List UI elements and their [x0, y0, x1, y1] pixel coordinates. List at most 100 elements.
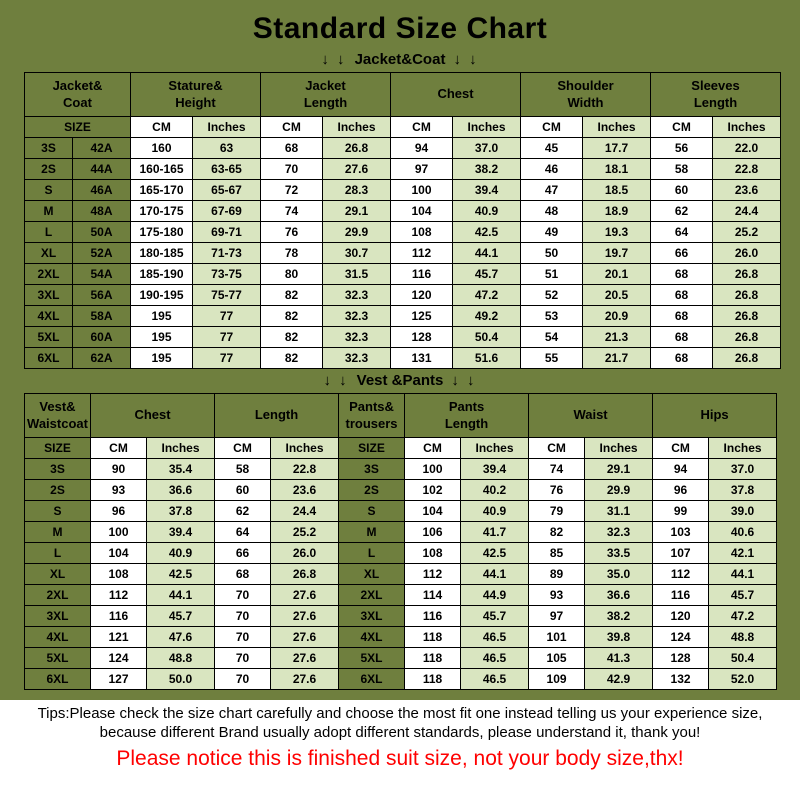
- value-cell: 40.9: [452, 200, 522, 222]
- value-cell: 103: [652, 521, 710, 543]
- value-cell: 68: [260, 137, 323, 159]
- column-sub-header-row: SIZE CM Inches CM Inches SIZE CM Inches CM Inches…: [24, 437, 778, 459]
- table-row: 3S 42A 160 63 68 26.8 94 37.0 45 17.7 56 22.0: [24, 137, 782, 159]
- size-cell: M: [24, 521, 91, 543]
- value-cell: 94: [652, 458, 710, 480]
- value-cell: 118: [404, 647, 462, 669]
- column-sub-header: Inches: [708, 437, 778, 459]
- chart-area: Standard Size Chart ↓ ↓ Jacket&Coat ↓ ↓ Ja…: [0, 0, 800, 700]
- value-cell: 90: [90, 458, 147, 480]
- column-group-header: Chest: [90, 393, 215, 438]
- value-cell: 64: [214, 521, 271, 543]
- value-cell: 85: [528, 542, 586, 564]
- value-cell: 180-185: [130, 242, 193, 264]
- value-cell: 82: [260, 284, 323, 306]
- value-cell: 50.4: [708, 647, 778, 669]
- value-cell: 30.7: [321, 242, 392, 264]
- value-cell: 124: [90, 647, 147, 669]
- value-cell: 121: [90, 626, 147, 648]
- size-cell: 2S: [338, 479, 406, 501]
- value-cell: 118: [404, 626, 462, 648]
- size-cell: 2S: [24, 479, 91, 501]
- value-cell: 42.5: [460, 542, 530, 564]
- value-cell: 68: [650, 284, 714, 306]
- size-cell: M: [24, 200, 73, 222]
- value-cell: 195: [130, 326, 193, 348]
- value-cell: 58: [214, 458, 271, 480]
- value-cell: 29.9: [321, 221, 392, 243]
- value-cell: 96: [90, 500, 147, 522]
- table-row: M 100 39.4 64 25.2 M 106 41.7 82 32.3 103 40.6: [24, 521, 778, 543]
- value-cell: 27.6: [321, 158, 392, 180]
- value-cell: 128: [652, 647, 710, 669]
- value-cell: 120: [652, 605, 710, 627]
- value-cell: 80: [260, 263, 323, 285]
- value-cell: 125: [390, 305, 454, 327]
- size-cell: 3S: [24, 458, 91, 480]
- value-cell: 35.4: [146, 458, 215, 480]
- value-cell: 65-67: [192, 179, 261, 201]
- size-cell: L: [24, 221, 73, 243]
- value-cell: 29.1: [321, 200, 392, 222]
- value-cell: 18.9: [582, 200, 652, 222]
- column-sub-header-row: SIZE CM Inches CM Inches CM Inches CM Inches CM In…: [24, 116, 782, 138]
- size-cell: 62A: [72, 347, 131, 369]
- value-cell: 22.8: [712, 158, 782, 180]
- value-cell: 42.1: [708, 542, 778, 564]
- value-cell: 190-195: [130, 284, 193, 306]
- value-cell: 77: [192, 326, 261, 348]
- value-cell: 62: [214, 500, 271, 522]
- notice-text: Please notice this is finished suit size…: [116, 746, 684, 770]
- size-cell: 3XL: [24, 284, 73, 306]
- table-row: 3XL 116 45.7 70 27.6 3XL 116 45.7 97 38.2 120 47.2: [24, 605, 778, 627]
- value-cell: 127: [90, 668, 147, 690]
- value-cell: 32.3: [321, 305, 392, 327]
- value-cell: 63-65: [192, 158, 261, 180]
- column-group-row: Jacket& Coat Stature& Height Jacket Length…: [24, 72, 782, 117]
- size-cell: XL: [24, 563, 91, 585]
- value-cell: 75-77: [192, 284, 261, 306]
- size-cell: 5XL: [24, 647, 91, 669]
- value-cell: 32.3: [321, 326, 392, 348]
- value-cell: 44.9: [460, 584, 530, 606]
- value-cell: 68: [214, 563, 271, 585]
- value-cell: 32.3: [321, 347, 392, 369]
- value-cell: 45.7: [708, 584, 778, 606]
- value-cell: 26.8: [712, 305, 782, 327]
- table-row: 5XL 124 48.8 70 27.6 5XL 118 46.5 105 41.3 128 50.4: [24, 647, 778, 669]
- section-heading-jacket-coat: ↓ ↓ Jacket&Coat ↓ ↓: [24, 48, 776, 72]
- value-cell: 101: [528, 626, 586, 648]
- value-cell: 55: [520, 347, 584, 369]
- value-cell: 35.0: [584, 563, 654, 585]
- value-cell: 41.7: [460, 521, 530, 543]
- value-cell: 108: [404, 542, 462, 564]
- value-cell: 31.1: [584, 500, 654, 522]
- value-cell: 104: [404, 500, 462, 522]
- size-cell: 6XL: [338, 668, 406, 690]
- value-cell: 50.0: [146, 668, 215, 690]
- value-cell: 116: [652, 584, 710, 606]
- value-cell: 27.6: [269, 605, 340, 627]
- column-group-header: Stature& Height: [130, 72, 261, 117]
- value-cell: 195: [130, 347, 193, 369]
- value-cell: 79: [528, 500, 586, 522]
- value-cell: 40.9: [146, 542, 215, 564]
- size-cell: S: [24, 179, 73, 201]
- value-cell: 54: [520, 326, 584, 348]
- value-cell: 68: [650, 305, 714, 327]
- down-arrows-icon: ↓ ↓: [321, 51, 347, 68]
- value-cell: 114: [404, 584, 462, 606]
- table-row: 4XL 58A 195 77 82 32.3 125 49.2 53 20.9 68 26.8: [24, 305, 782, 327]
- value-cell: 26.0: [269, 542, 340, 564]
- column-sub-header: CM: [520, 116, 584, 138]
- value-cell: 42.9: [584, 668, 654, 690]
- value-cell: 112: [652, 563, 710, 585]
- column-sub-header: CM: [214, 437, 271, 459]
- value-cell: 26.8: [321, 137, 392, 159]
- value-cell: 46: [520, 158, 584, 180]
- size-cell: 6XL: [24, 668, 91, 690]
- value-cell: 26.8: [712, 347, 782, 369]
- value-cell: 38.2: [584, 605, 654, 627]
- section-title-vest-pants: Vest &Pants: [356, 372, 444, 389]
